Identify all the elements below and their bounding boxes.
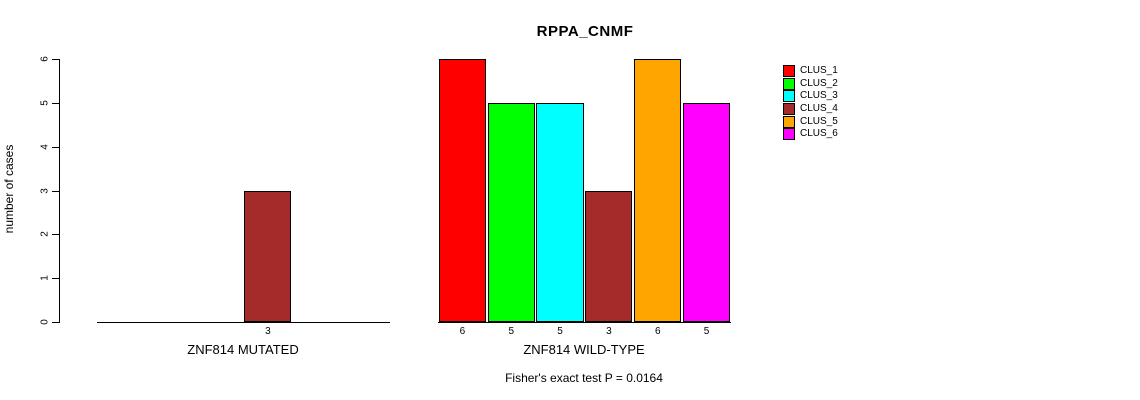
legend-swatch: [783, 65, 795, 77]
legend-row: CLUS_5: [783, 115, 838, 128]
chart-title: RPPA_CNMF: [536, 23, 634, 40]
y-axis-tick-label: 0: [39, 319, 51, 325]
group-label-wildtype: ZNF814 WILD-TYPE: [523, 342, 645, 357]
legend-label: CLUS_6: [800, 128, 838, 140]
legend-row: CLUS_3: [783, 90, 838, 103]
bar-value-label: 6: [459, 326, 466, 337]
legend-label: CLUS_3: [800, 90, 838, 102]
legend-swatch: [783, 115, 795, 128]
legend-row: CLUS_4: [783, 103, 838, 116]
bar-value-label: 5: [557, 326, 563, 337]
y-axis-line: [59, 59, 60, 323]
bar-value-label: 3: [606, 326, 612, 337]
y-axis-tick-label: 4: [39, 143, 51, 150]
bar-value-label: 5: [508, 326, 515, 337]
y-axis-tick-label: 5: [39, 100, 51, 106]
y-axis-tick: [52, 102, 59, 104]
y-axis-tick-label: 1: [39, 275, 51, 281]
bar-value-label: 3: [265, 326, 271, 337]
group-label-mutated: ZNF814 MUTATED: [187, 342, 299, 357]
legend-label: CLUS_4: [800, 103, 838, 115]
y-axis-tick: [52, 59, 59, 60]
x-axis-baseline: [438, 322, 731, 323]
bar: [634, 59, 682, 322]
y-axis-tick: [52, 190, 59, 192]
legend-label: CLUS_1: [800, 65, 838, 76]
bar: [487, 102, 535, 322]
legend-row: CLUS_2: [783, 77, 838, 90]
legend: CLUS_1 CLUS_2 CLUS_3 CLUS_4 CLUS_5 CLUS_6: [783, 65, 838, 141]
legend-label: CLUS_2: [800, 77, 838, 89]
bar: [585, 190, 633, 322]
y-axis-tick: [52, 278, 59, 280]
y-axis-tick-label: 3: [39, 187, 51, 194]
y-axis-tick-label: 2: [39, 231, 51, 238]
bar-value-label: 5: [703, 326, 710, 337]
y-axis-tick: [52, 322, 59, 323]
legend-swatch: [783, 77, 795, 90]
bar: [682, 102, 731, 322]
legend-swatch: [783, 90, 795, 103]
legend-label: CLUS_5: [800, 115, 838, 127]
bar: [244, 190, 292, 322]
y-axis-tick-label: 6: [39, 56, 51, 62]
fisher-annotation: Fisher's exact test P = 0.0164: [505, 371, 663, 385]
bar-value-label: 6: [654, 326, 661, 337]
x-axis-baseline: [97, 322, 390, 323]
legend-swatch: [783, 128, 795, 141]
y-axis-label: number of cases: [2, 144, 16, 234]
legend-row: CLUS_6: [783, 128, 838, 141]
y-axis-tick: [52, 234, 59, 236]
y-axis-tick: [52, 146, 59, 148]
legend-swatch: [783, 103, 795, 116]
bar: [438, 59, 486, 322]
legend-row: CLUS_1: [783, 65, 838, 77]
bar: [536, 102, 584, 322]
